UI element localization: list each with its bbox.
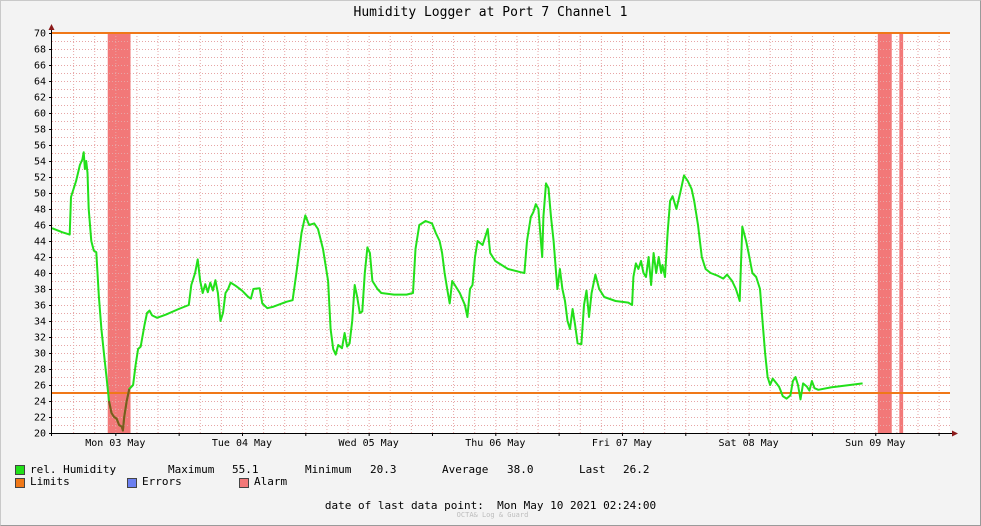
credit-watermark: OCTA& Log & Guard (456, 511, 529, 519)
x-tick-label: Thu 06 May (465, 438, 525, 449)
y-tick-label: 62 (34, 93, 46, 104)
x-tick-label: Mon 03 May (85, 438, 145, 449)
average-value: 38.0 (507, 463, 534, 476)
chart-title: Humidity Logger at Port 7 Channel 1 (353, 5, 628, 20)
x-tick-label: Sun 09 May (845, 438, 905, 449)
y-tick-label: 68 (34, 45, 46, 56)
y-tick-label: 54 (34, 157, 46, 168)
y-axis-arrow (48, 24, 55, 30)
limits-legend-label: Limits (30, 475, 70, 488)
errors-swatch (127, 478, 137, 488)
y-tick-label: 58 (34, 125, 46, 136)
y-tick-label: 22 (34, 413, 46, 424)
y-tick-label: 46 (34, 221, 46, 232)
y-tick-label: 42 (34, 253, 46, 264)
y-tick-label: 66 (34, 61, 46, 72)
y-tick-label: 44 (34, 237, 46, 248)
y-tick-label: 38 (34, 285, 46, 296)
x-tick-label: Sat 08 May (719, 438, 779, 449)
x-tick-label: Fri 07 May (592, 438, 652, 449)
y-tick-label: 40 (34, 269, 46, 280)
footer-label: date of last data point: (324, 499, 484, 512)
plot-area (52, 33, 950, 433)
humidity-legend-label: rel. Humidity (30, 463, 117, 476)
alarm-band-1 (877, 33, 892, 433)
y-tick-label: 20 (34, 429, 46, 440)
y-tick-label: 50 (34, 189, 46, 200)
alarm-swatch (239, 478, 249, 488)
y-tick-label: 60 (34, 109, 46, 120)
minimum-value: 20.3 (370, 463, 397, 476)
last-value: 26.2 (623, 463, 650, 476)
x-tick-label: Wed 05 May (339, 438, 399, 449)
last-label: Last (579, 463, 606, 476)
last-data-point-footer: date of last data point: Mon May 10 2021… (0, 499, 981, 512)
errors-legend-label: Errors (142, 475, 182, 488)
maximum-label: Maximum (168, 463, 215, 476)
alarm-legend-label: Alarm (254, 475, 288, 488)
y-tick-label: 36 (34, 301, 46, 312)
y-tick-label: 32 (34, 333, 46, 344)
minimum-label: Minimum (305, 463, 352, 476)
y-tick-label: 30 (34, 349, 46, 360)
y-tick-label: 70 (34, 29, 46, 40)
series-line-alarm-segment (108, 388, 131, 432)
average-label: Average (442, 463, 489, 476)
footer-value: Mon May 10 2021 02:24:00 (497, 499, 657, 512)
y-tick-label: 26 (34, 381, 46, 392)
y-tick-label: 34 (34, 317, 46, 328)
alarm-band-0 (107, 33, 131, 433)
y-tick-label: 48 (34, 205, 46, 216)
series-line-humidity (51, 151, 863, 432)
x-tick-label: Tue 04 May (212, 438, 272, 449)
humidity-swatch (15, 465, 25, 475)
y-tick-label: 56 (34, 141, 46, 152)
y-tick-label: 28 (34, 365, 46, 376)
maximum-value: 55.1 (232, 463, 259, 476)
x-axis-arrow (952, 430, 958, 437)
y-tick-label: 52 (34, 173, 46, 184)
limits-swatch (15, 478, 25, 488)
y-tick-label: 64 (34, 77, 46, 88)
y-tick-label: 24 (34, 397, 46, 408)
